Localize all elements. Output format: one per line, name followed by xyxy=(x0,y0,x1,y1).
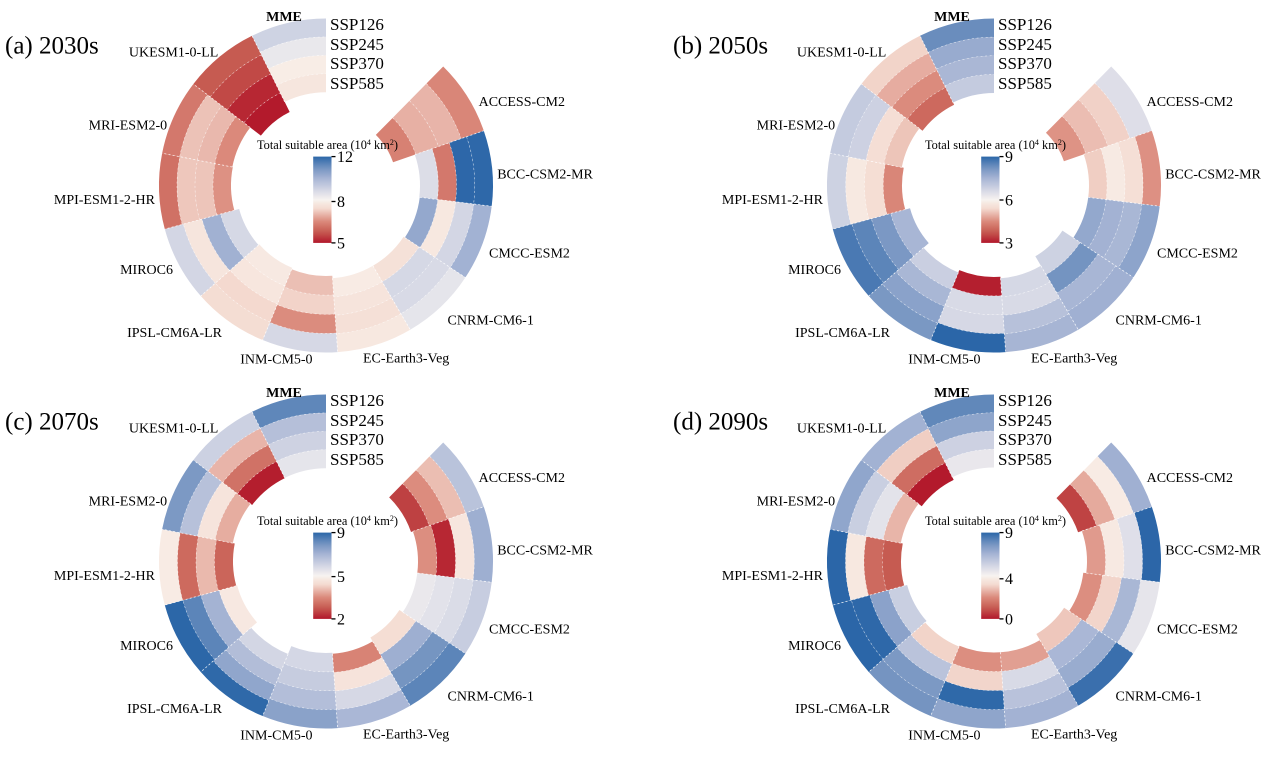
svg-text:UKESM1-0-LL: UKESM1-0-LL xyxy=(129,45,218,60)
svg-text:MRI-ESM2-0: MRI-ESM2-0 xyxy=(757,494,836,509)
svg-text:UKESM1-0-LL: UKESM1-0-LL xyxy=(797,421,886,436)
svg-text:SSP126: SSP126 xyxy=(998,391,1052,410)
svg-text:CMCC-ESM2: CMCC-ESM2 xyxy=(1157,246,1238,261)
svg-text:UKESM1-0-LL: UKESM1-0-LL xyxy=(797,45,886,60)
svg-text:IPSL-CM6A-LR: IPSL-CM6A-LR xyxy=(127,702,223,717)
svg-text:SSP245: SSP245 xyxy=(330,35,384,54)
svg-text:MME: MME xyxy=(266,386,302,401)
svg-text:MPI-ESM1-2-HR: MPI-ESM1-2-HR xyxy=(722,569,824,584)
svg-text:EC-Earth3-Veg: EC-Earth3-Veg xyxy=(1031,352,1117,367)
svg-text:9: 9 xyxy=(1005,525,1013,542)
svg-text:ACCESS-CM2: ACCESS-CM2 xyxy=(1147,471,1233,486)
svg-text:9: 9 xyxy=(1005,149,1013,166)
svg-text:SSP245: SSP245 xyxy=(330,411,384,430)
svg-text:INM-CM5-0: INM-CM5-0 xyxy=(908,352,980,367)
svg-text:IPSL-CM6A-LR: IPSL-CM6A-LR xyxy=(795,702,891,717)
svg-text:SSP370: SSP370 xyxy=(330,54,384,73)
svg-text:(b) 2050s: (b) 2050s xyxy=(673,33,768,60)
svg-text:SSP370: SSP370 xyxy=(998,54,1052,73)
svg-text:MME: MME xyxy=(934,386,970,401)
svg-text:CMCC-ESM2: CMCC-ESM2 xyxy=(1157,622,1238,637)
svg-text:ACCESS-CM2: ACCESS-CM2 xyxy=(479,95,565,110)
svg-text:0: 0 xyxy=(1005,611,1013,628)
svg-text:MRI-ESM2-0: MRI-ESM2-0 xyxy=(89,494,168,509)
svg-text:EC-Earth3-Veg: EC-Earth3-Veg xyxy=(1031,728,1117,743)
svg-text:CNRM-CM6-1: CNRM-CM6-1 xyxy=(448,314,534,329)
svg-text:SSP126: SSP126 xyxy=(998,15,1052,34)
svg-text:MME: MME xyxy=(266,10,302,25)
svg-text:INM-CM5-0: INM-CM5-0 xyxy=(240,728,312,743)
svg-text:MRI-ESM2-0: MRI-ESM2-0 xyxy=(89,118,168,133)
svg-text:6: 6 xyxy=(1005,192,1013,209)
svg-text:(a) 2030s: (a) 2030s xyxy=(5,33,99,60)
svg-text:MIROC6: MIROC6 xyxy=(120,639,173,654)
svg-text:5: 5 xyxy=(337,569,345,586)
svg-text:UKESM1-0-LL: UKESM1-0-LL xyxy=(129,421,218,436)
svg-text:(d) 2090s: (d) 2090s xyxy=(673,409,768,436)
svg-text:INM-CM5-0: INM-CM5-0 xyxy=(908,728,980,743)
svg-text:SSP585: SSP585 xyxy=(330,74,384,93)
svg-text:MIROC6: MIROC6 xyxy=(788,263,841,278)
svg-text:5: 5 xyxy=(337,235,345,252)
svg-text:EC-Earth3-Veg: EC-Earth3-Veg xyxy=(363,352,449,367)
svg-text:BCC-CSM2-MR: BCC-CSM2-MR xyxy=(1165,167,1261,182)
svg-text:SSP585: SSP585 xyxy=(998,450,1052,469)
svg-text:MPI-ESM1-2-HR: MPI-ESM1-2-HR xyxy=(54,193,156,208)
svg-text:2: 2 xyxy=(337,611,345,628)
svg-text:SSP370: SSP370 xyxy=(330,430,384,449)
svg-text:SSP126: SSP126 xyxy=(330,15,384,34)
svg-text:CNRM-CM6-1: CNRM-CM6-1 xyxy=(448,690,534,705)
svg-text:4: 4 xyxy=(1005,571,1013,588)
svg-text:ACCESS-CM2: ACCESS-CM2 xyxy=(1147,95,1233,110)
svg-text:BCC-CSM2-MR: BCC-CSM2-MR xyxy=(497,543,593,558)
svg-text:SSP370: SSP370 xyxy=(998,430,1052,449)
svg-text:8: 8 xyxy=(337,194,345,211)
svg-text:BCC-CSM2-MR: BCC-CSM2-MR xyxy=(497,167,593,182)
svg-text:SSP585: SSP585 xyxy=(330,450,384,469)
svg-text:MRI-ESM2-0: MRI-ESM2-0 xyxy=(757,118,836,133)
svg-text:IPSL-CM6A-LR: IPSL-CM6A-LR xyxy=(127,326,223,341)
svg-text:MPI-ESM1-2-HR: MPI-ESM1-2-HR xyxy=(54,569,156,584)
svg-text:BCC-CSM2-MR: BCC-CSM2-MR xyxy=(1165,543,1261,558)
svg-text:EC-Earth3-Veg: EC-Earth3-Veg xyxy=(363,728,449,743)
svg-text:9: 9 xyxy=(337,525,345,542)
svg-text:CNRM-CM6-1: CNRM-CM6-1 xyxy=(1116,690,1202,705)
svg-text:Total suitable area (104 km2): Total suitable area (104 km2) xyxy=(925,137,1066,152)
svg-text:(c) 2070s: (c) 2070s xyxy=(5,409,99,436)
svg-text:SSP245: SSP245 xyxy=(998,35,1052,54)
svg-text:Total suitable area (104 km2): Total suitable area (104 km2) xyxy=(925,513,1066,528)
svg-text:SSP126: SSP126 xyxy=(330,391,384,410)
svg-text:INM-CM5-0: INM-CM5-0 xyxy=(240,352,312,367)
svg-text:MIROC6: MIROC6 xyxy=(788,639,841,654)
svg-text:SSP585: SSP585 xyxy=(998,74,1052,93)
svg-text:IPSL-CM6A-LR: IPSL-CM6A-LR xyxy=(795,326,891,341)
svg-text:12: 12 xyxy=(337,149,353,166)
svg-text:MPI-ESM1-2-HR: MPI-ESM1-2-HR xyxy=(722,193,824,208)
svg-text:ACCESS-CM2: ACCESS-CM2 xyxy=(479,471,565,486)
svg-text:MME: MME xyxy=(934,10,970,25)
svg-text:CMCC-ESM2: CMCC-ESM2 xyxy=(489,622,570,637)
svg-text:3: 3 xyxy=(1005,235,1013,252)
svg-text:CNRM-CM6-1: CNRM-CM6-1 xyxy=(1116,314,1202,329)
svg-text:CMCC-ESM2: CMCC-ESM2 xyxy=(489,246,570,261)
svg-text:MIROC6: MIROC6 xyxy=(120,263,173,278)
svg-text:SSP245: SSP245 xyxy=(998,411,1052,430)
svg-text:Total suitable area (104 km2): Total suitable area (104 km2) xyxy=(257,137,398,152)
svg-text:Total suitable area (104 km2): Total suitable area (104 km2) xyxy=(257,513,398,528)
